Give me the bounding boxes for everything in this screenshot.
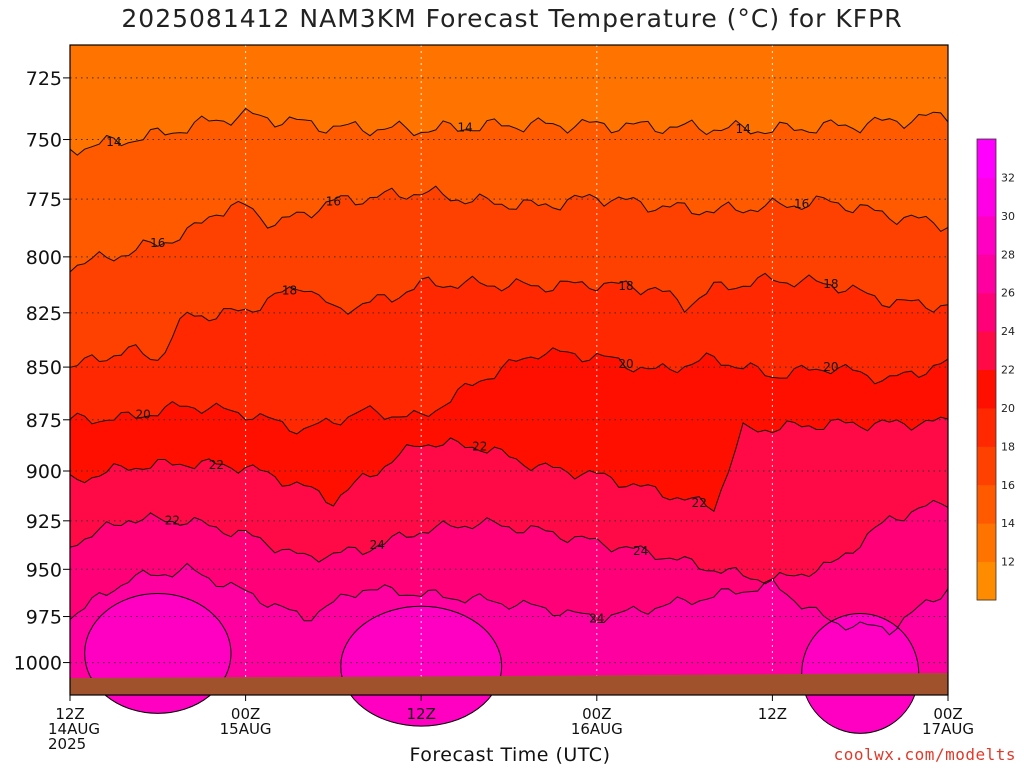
colorbar-segment: [977, 369, 996, 409]
chart-title: 2025081412 NAM3KM Forecast Temperature (…: [121, 4, 903, 33]
colorbar-segment: [977, 254, 996, 294]
contour-label-22: 22: [209, 458, 224, 472]
colorbar-label: 28: [1001, 248, 1015, 261]
colorbar-segment: [977, 292, 996, 332]
contour-label-16: 16: [326, 194, 341, 208]
x-tick-label: 16AUG: [571, 720, 623, 738]
colorbar-segment: [977, 446, 996, 486]
x-tick-label: 00Z: [231, 705, 260, 723]
contour-label-26: 24: [589, 611, 604, 625]
colorbar-label: 26: [1001, 287, 1015, 300]
contour-label-18: 18: [618, 279, 633, 293]
colorbar-segment: [977, 215, 996, 255]
y-tick-label: 725: [26, 68, 62, 90]
contour-label-14: 14: [735, 122, 750, 136]
contour-label-16: 16: [794, 197, 809, 211]
contour-label-20: 20: [618, 357, 633, 371]
isotherm-18: [69, 272, 949, 368]
x-tick-label: 00Z: [933, 705, 962, 723]
x-tick-label: 00Z: [582, 705, 611, 723]
contour-label-22: 22: [692, 496, 707, 510]
colorbar-label: 14: [1001, 517, 1015, 530]
y-tick-label: 775: [26, 189, 62, 211]
x-tick-label: 17AUG: [922, 720, 974, 738]
colorbar-segment: [977, 139, 996, 178]
colorbar-segment: [977, 331, 996, 370]
contour-label-18: 18: [282, 284, 297, 298]
y-tick-label: 900: [26, 461, 62, 483]
isotherm-22: [69, 416, 949, 513]
x-tick-label: 15AUG: [220, 720, 272, 738]
credit-text: coolwx.com/modelts: [833, 745, 1016, 764]
y-tick-label: 975: [26, 607, 62, 629]
isotherm-14: [69, 107, 949, 156]
colorbar-label: 24: [1001, 325, 1015, 338]
x-tick-label: 12Z: [55, 705, 84, 723]
colorbar-frame: [976, 138, 997, 601]
ground-surface: [70, 673, 948, 695]
colorbar-label: 18: [1001, 440, 1015, 453]
colorbar-label: 12: [1001, 556, 1015, 569]
isotherm-16: [69, 185, 949, 273]
y-tick-label: 825: [26, 303, 62, 325]
colorbar-segment: [977, 523, 996, 563]
colorbar-label: 16: [1001, 479, 1015, 492]
x-tick-label: 2025: [48, 735, 86, 753]
plot-frame: [69, 44, 949, 696]
x-tick-label: 12Z: [758, 705, 787, 723]
contour-label-20: 20: [823, 360, 838, 374]
warm-pocket-1: [340, 605, 503, 727]
x-tick-label: 14AUG: [48, 720, 100, 738]
colorbar-segment: [977, 407, 996, 447]
y-tick-label: 800: [26, 247, 62, 269]
contour-label-18: 18: [823, 277, 838, 291]
y-tick-label: 750: [26, 130, 62, 152]
x-axis-label: Forecast Time (UTC): [409, 744, 611, 766]
contour-label-24: 22: [165, 513, 180, 527]
x-tick-label: 12Z: [407, 705, 436, 723]
contour-label-24: 24: [633, 544, 648, 558]
colorbar-label: 30: [1001, 210, 1015, 223]
colorbar-segment: [977, 561, 996, 601]
colorbar-label: 22: [1001, 364, 1015, 377]
colorbar-label: 32: [1001, 171, 1015, 184]
contour-label-14: 14: [106, 135, 121, 149]
y-tick-label: 875: [26, 410, 62, 432]
y-tick-label: 950: [26, 559, 62, 581]
contour-label-14: 14: [457, 120, 472, 134]
contour-label-16: 16: [150, 236, 165, 250]
y-tick-label: 850: [26, 357, 62, 379]
colorbar-segment: [977, 484, 996, 524]
isotherm-20: [69, 347, 949, 435]
colorbar-segment: [977, 177, 996, 217]
isotherm-26: [69, 562, 949, 636]
isotherm-24: [69, 499, 949, 585]
contour-label-24: 24: [370, 538, 385, 552]
contour-label-22: 22: [472, 440, 487, 454]
y-tick-label: 1000: [14, 653, 62, 675]
colorbar-label: 20: [1001, 402, 1015, 415]
y-tick-label: 925: [26, 511, 62, 533]
contour-label-20: 20: [136, 408, 151, 422]
